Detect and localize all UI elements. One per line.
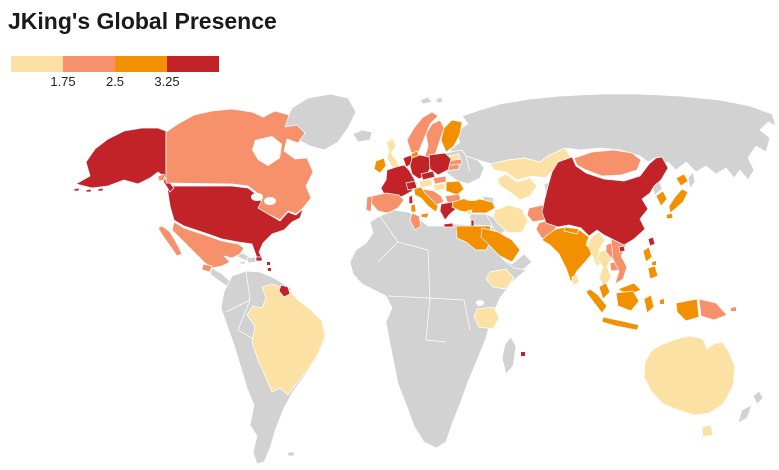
landmass-falklands [287, 451, 295, 457]
country-south-korea[interactable] [655, 190, 668, 207]
country-puerto-rico[interactable] [255, 256, 263, 262]
country-china[interactable] [541, 156, 669, 253]
country-guatemala[interactable] [201, 263, 213, 273]
landmass-africa [349, 209, 527, 449]
country-taiwan[interactable] [647, 236, 656, 247]
country-portugal[interactable] [365, 195, 373, 213]
chart-title: JKing's Global Presence [8, 8, 277, 34]
country-brazil[interactable] [246, 283, 326, 396]
country-france[interactable] [380, 164, 418, 205]
country-indonesia[interactable] [585, 288, 700, 331]
country-mauritius[interactable] [521, 352, 525, 356]
country-hungary[interactable] [432, 182, 446, 192]
country-saudi-arabia[interactable] [480, 227, 521, 263]
lake-victoria [476, 300, 484, 306]
country-cyprus[interactable] [465, 209, 473, 215]
hudson-bay [252, 136, 282, 166]
country-finland[interactable] [440, 119, 463, 153]
legend-swatches [11, 56, 241, 72]
legend-swatch-bin2 [63, 56, 115, 72]
choropleth-countries [73, 108, 736, 438]
black-sea [462, 191, 482, 201]
landmass-sakhalin [687, 171, 696, 189]
water-features [251, 136, 505, 306]
country-nepal[interactable] [563, 226, 580, 235]
country-french-guiana[interactable] [278, 284, 291, 298]
legend-swatch-bin4 [167, 56, 219, 72]
country-romania[interactable] [445, 180, 465, 196]
country-tunisia[interactable] [409, 212, 422, 231]
legend-tick-2: 2.5 [105, 74, 125, 89]
gray-country-borders [225, 155, 499, 345]
country-iran[interactable] [492, 204, 529, 234]
country-austria[interactable] [418, 178, 434, 189]
country-antilles[interactable] [267, 262, 271, 271]
country-india[interactable] [541, 226, 595, 283]
legend-swatch-bin1 [11, 56, 63, 72]
landmass-madagascar [501, 336, 517, 375]
country-canada[interactable] [157, 108, 314, 221]
great-lakes-west [251, 193, 263, 201]
landmass-greenland [281, 93, 357, 151]
landmass-svalbard [419, 96, 444, 105]
great-lakes-east [264, 197, 276, 205]
legend: 1.75 2.5 3.25 [11, 56, 241, 92]
country-sri-lanka[interactable] [571, 274, 580, 286]
country-spain[interactable] [370, 192, 405, 214]
country-sweden[interactable] [424, 119, 445, 163]
country-japan[interactable] [665, 173, 689, 220]
country-czechia[interactable] [420, 170, 436, 181]
country-mongolia[interactable] [573, 149, 642, 177]
country-ethiopia[interactable] [485, 268, 515, 290]
country-italy[interactable] [410, 186, 439, 219]
country-poland[interactable] [428, 152, 452, 176]
legend-tick-3: 3.25 [154, 74, 180, 89]
legend-tick-1: 1.75 [50, 74, 76, 89]
country-australia[interactable] [643, 335, 736, 438]
country-mexico[interactable] [157, 221, 245, 269]
country-ireland[interactable] [373, 157, 387, 174]
landmass-new-zealand [737, 390, 764, 424]
header: JKing's Global Presence [8, 8, 277, 35]
country-central-asia[interactable] [496, 173, 538, 201]
caspian-sea [493, 185, 505, 209]
legend-swatch-bin3 [115, 56, 167, 72]
landmass-hispaniola [246, 256, 257, 264]
country-papua-new-guinea[interactable] [698, 298, 736, 321]
country-philippines[interactable] [642, 246, 659, 280]
country-tanzania[interactable] [473, 306, 500, 330]
landmass-iceland [352, 129, 373, 143]
landmass-jamaica [239, 260, 246, 265]
